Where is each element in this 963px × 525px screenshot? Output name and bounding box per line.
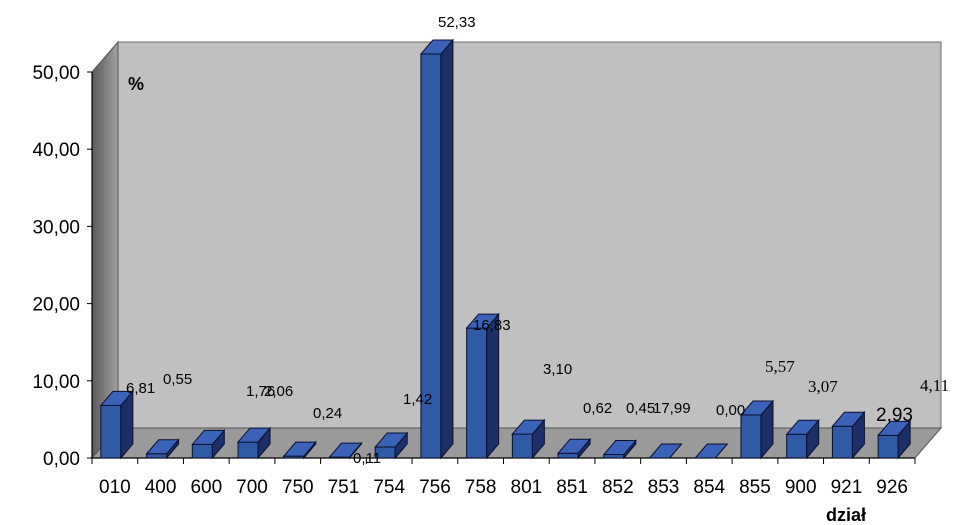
bar-top	[739, 400, 775, 416]
data-label: 1,42	[403, 391, 432, 408]
data-label: 0,24	[313, 405, 342, 422]
bar	[328, 441, 363, 460]
bar	[694, 443, 729, 459]
bar	[602, 439, 637, 460]
bar-front	[740, 414, 762, 459]
bar-front	[831, 425, 853, 459]
bar	[191, 429, 226, 460]
bar-side	[486, 312, 500, 460]
bar	[419, 38, 455, 460]
bar-front	[100, 404, 122, 459]
bar-top	[556, 438, 592, 454]
x-axis-title: dział	[826, 505, 866, 525]
bar-top	[191, 429, 226, 445]
data-label: 0,62	[583, 400, 612, 417]
y-axis-title: %	[128, 74, 144, 94]
bar	[739, 399, 775, 460]
x-tick-label: 853	[648, 477, 680, 498]
bar	[236, 426, 272, 460]
bar	[282, 440, 317, 460]
bar	[99, 390, 134, 460]
bar-top	[236, 427, 272, 443]
data-label: 0,45	[626, 400, 655, 417]
y-tick-label: 20,00	[32, 295, 80, 316]
bar-top	[419, 39, 455, 55]
x-tick-label: 010	[99, 477, 131, 498]
data-label: 1,76	[246, 383, 275, 400]
bar-front	[511, 433, 533, 459]
bar-top	[465, 313, 500, 329]
bar-side	[440, 38, 454, 460]
data-label: 4,11	[920, 376, 949, 395]
x-tick-label: 756	[419, 477, 451, 498]
bar	[785, 418, 820, 460]
bar-front	[557, 452, 579, 459]
bar-front	[191, 443, 213, 459]
data-label: 0,00	[716, 402, 745, 419]
bar-top	[648, 443, 683, 459]
x-tick-label: 751	[328, 477, 360, 498]
bar-top	[602, 440, 637, 456]
data-label: 17,99	[653, 400, 691, 417]
bar	[556, 437, 592, 460]
x-tick-label: 921	[831, 477, 863, 498]
x-tick-label: 750	[282, 477, 314, 498]
x-tick-label: 900	[785, 477, 817, 498]
bar-top	[328, 442, 363, 458]
bar	[374, 431, 409, 460]
bar-top	[374, 432, 409, 448]
x-tick-label: 852	[602, 477, 634, 498]
y-tick-label: 40,00	[32, 140, 80, 161]
data-label: 2,06	[264, 383, 293, 400]
y-tick-label: 30,00	[32, 217, 80, 238]
x-tick-label: 855	[739, 477, 771, 498]
bar-top	[785, 419, 820, 435]
x-tick-label: 754	[373, 477, 405, 498]
back-wall	[117, 41, 942, 429]
data-label: 0,11	[353, 450, 381, 467]
data-label: 3,10	[543, 361, 572, 378]
x-tick-label: 600	[190, 477, 222, 498]
x-tick-label: 758	[465, 477, 497, 498]
data-label: 5,57	[765, 357, 795, 376]
x-tick-label: 700	[236, 477, 268, 498]
bar	[511, 418, 546, 460]
bar	[831, 410, 866, 460]
data-label: 0,55	[163, 371, 192, 388]
bar-front	[466, 327, 488, 459]
x-tick-label: 926	[876, 477, 908, 498]
x-tick-label: 801	[511, 477, 543, 498]
bar-top	[831, 411, 866, 427]
x-tick-label: 400	[145, 477, 177, 498]
data-label: 2,93	[876, 405, 913, 426]
y-tick-label: 0,00	[43, 449, 80, 470]
y-tick-label: 50,00	[32, 63, 80, 84]
y-tick-label: 10,00	[32, 372, 80, 393]
bar-top	[511, 419, 546, 435]
data-label: 52,33	[438, 14, 476, 31]
data-label: 16,83	[473, 317, 511, 334]
x-tick-label: 854	[693, 477, 725, 498]
bar-top	[694, 443, 729, 459]
bar-top	[877, 420, 912, 436]
bar	[465, 312, 500, 460]
bar-top	[145, 439, 180, 455]
x-tick-label: 851	[556, 477, 588, 498]
bar-front	[786, 433, 808, 459]
bar-front	[237, 441, 259, 459]
bar	[877, 420, 912, 460]
bar	[648, 443, 683, 459]
data-label: 3,07	[808, 377, 838, 396]
bar-front	[603, 454, 625, 459]
bar-top	[282, 441, 317, 457]
data-label: 6,81	[126, 380, 155, 397]
bar-front	[877, 434, 899, 459]
bar	[145, 438, 180, 460]
bar-top	[99, 390, 134, 406]
bar-front	[146, 453, 168, 459]
